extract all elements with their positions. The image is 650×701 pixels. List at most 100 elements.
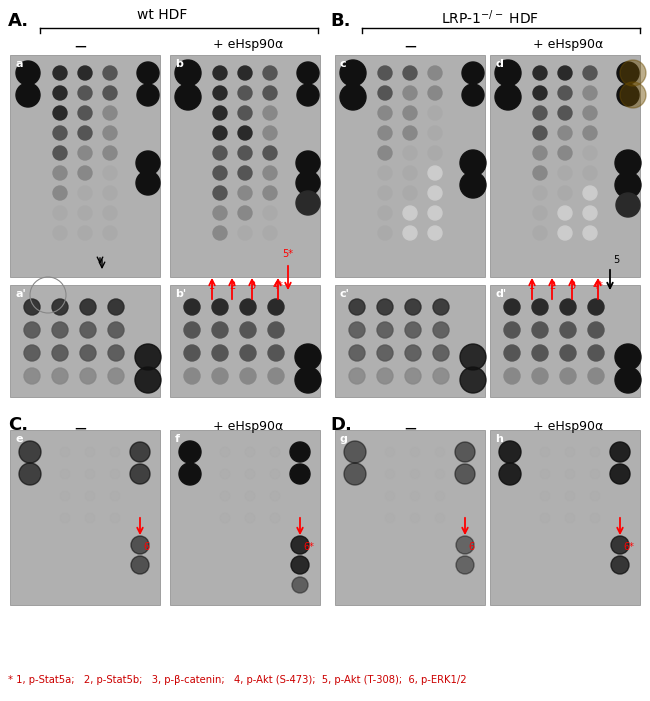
Circle shape <box>131 536 149 554</box>
Circle shape <box>212 368 228 384</box>
Text: C.: C. <box>8 416 28 434</box>
Circle shape <box>588 299 604 315</box>
Circle shape <box>428 206 442 220</box>
Text: 6: 6 <box>143 542 149 552</box>
Text: * 1, p-Stat5a;   2, p-Stat5b;   3, p-β-catenin;   4, p-Akt (S-473);  5, p-Akt (T: * 1, p-Stat5a; 2, p-Stat5b; 3, p-β-caten… <box>8 675 467 685</box>
Circle shape <box>213 106 227 120</box>
Circle shape <box>78 146 92 160</box>
Circle shape <box>52 322 68 338</box>
Circle shape <box>588 368 604 384</box>
Circle shape <box>220 513 230 523</box>
Circle shape <box>53 126 67 140</box>
Circle shape <box>263 206 277 220</box>
Circle shape <box>378 226 392 240</box>
Circle shape <box>410 491 420 501</box>
Circle shape <box>240 322 256 338</box>
Circle shape <box>462 62 484 84</box>
Circle shape <box>24 322 40 338</box>
Circle shape <box>403 66 417 80</box>
Circle shape <box>617 62 639 84</box>
Circle shape <box>103 86 117 100</box>
Circle shape <box>103 226 117 240</box>
Circle shape <box>533 206 547 220</box>
Circle shape <box>245 469 255 479</box>
Circle shape <box>428 146 442 160</box>
Circle shape <box>220 469 230 479</box>
Circle shape <box>78 126 92 140</box>
Circle shape <box>615 367 641 393</box>
Circle shape <box>504 299 520 315</box>
Circle shape <box>19 463 41 485</box>
Circle shape <box>212 299 228 315</box>
Circle shape <box>405 299 421 315</box>
Text: 6: 6 <box>468 542 474 552</box>
Circle shape <box>428 126 442 140</box>
Circle shape <box>184 368 200 384</box>
Circle shape <box>533 126 547 140</box>
Circle shape <box>558 146 572 160</box>
Circle shape <box>456 556 474 574</box>
Circle shape <box>588 345 604 361</box>
Circle shape <box>540 491 550 501</box>
Circle shape <box>583 226 597 240</box>
Circle shape <box>533 186 547 200</box>
Circle shape <box>403 106 417 120</box>
Bar <box>170 285 320 397</box>
Circle shape <box>558 186 572 200</box>
Text: + eHsp90α: + eHsp90α <box>533 38 603 51</box>
Circle shape <box>296 171 320 195</box>
Bar <box>335 430 485 605</box>
Circle shape <box>583 166 597 180</box>
Circle shape <box>291 556 309 574</box>
Circle shape <box>263 186 277 200</box>
Circle shape <box>611 556 629 574</box>
Circle shape <box>558 206 572 220</box>
Circle shape <box>615 172 641 198</box>
Circle shape <box>378 106 392 120</box>
Circle shape <box>433 299 449 315</box>
Circle shape <box>245 447 255 457</box>
Circle shape <box>213 66 227 80</box>
Text: + eHsp90α: + eHsp90α <box>213 420 283 433</box>
Text: wt HDF: wt HDF <box>136 8 187 22</box>
Circle shape <box>130 442 150 462</box>
Circle shape <box>565 513 575 523</box>
Circle shape <box>560 345 576 361</box>
Circle shape <box>213 166 227 180</box>
Circle shape <box>53 166 67 180</box>
Circle shape <box>615 344 641 370</box>
Circle shape <box>263 226 277 240</box>
Circle shape <box>378 166 392 180</box>
Text: D.: D. <box>330 416 352 434</box>
Bar <box>490 430 640 605</box>
Circle shape <box>184 299 200 315</box>
Circle shape <box>435 491 445 501</box>
Circle shape <box>378 206 392 220</box>
Circle shape <box>245 513 255 523</box>
Text: d': d' <box>495 289 506 299</box>
Circle shape <box>175 60 201 86</box>
Text: b: b <box>175 59 183 69</box>
Circle shape <box>213 86 227 100</box>
Circle shape <box>615 150 641 176</box>
Circle shape <box>78 226 92 240</box>
Circle shape <box>565 447 575 457</box>
Circle shape <box>377 322 393 338</box>
Circle shape <box>60 491 70 501</box>
Circle shape <box>588 322 604 338</box>
Circle shape <box>268 345 284 361</box>
Bar <box>170 430 320 605</box>
Circle shape <box>296 191 320 215</box>
Circle shape <box>590 491 600 501</box>
Circle shape <box>428 186 442 200</box>
Text: f: f <box>175 434 180 444</box>
Circle shape <box>53 186 67 200</box>
Circle shape <box>80 299 96 315</box>
Text: 4*: 4* <box>593 281 603 291</box>
Circle shape <box>60 447 70 457</box>
Circle shape <box>405 322 421 338</box>
Circle shape <box>110 469 120 479</box>
Circle shape <box>108 368 124 384</box>
Circle shape <box>108 299 124 315</box>
Circle shape <box>558 166 572 180</box>
